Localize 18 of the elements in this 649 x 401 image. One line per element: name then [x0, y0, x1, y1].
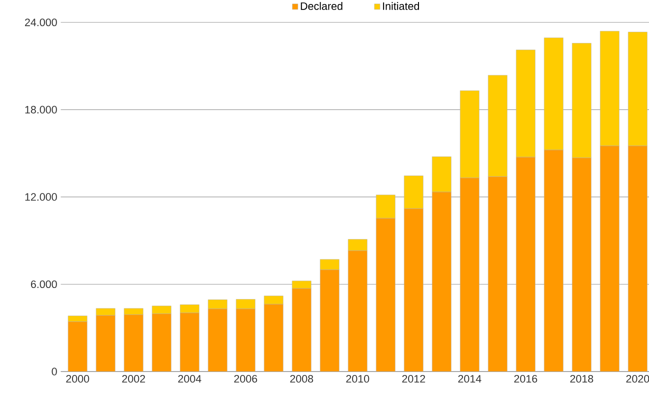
- y-tick-label: 12.000: [25, 193, 57, 201]
- x-tick-label: 2014: [458, 375, 482, 383]
- x-tick-label: 2000: [66, 375, 90, 383]
- x-tick-label: 2006: [234, 375, 258, 383]
- x-tick-label: 2010: [346, 375, 370, 383]
- x-tick-label: 2004: [178, 375, 202, 383]
- y-tick-label: 24.000: [25, 18, 57, 26]
- x-tick-label: 2020: [626, 375, 649, 383]
- x-tick-label: 2018: [570, 375, 594, 383]
- x-tick-label: 2002: [122, 375, 146, 383]
- y-tick-label: 18.000: [25, 106, 57, 114]
- y-tick-label: 0: [52, 368, 57, 376]
- legend-label: Initiated: [383, 2, 420, 10]
- legend-label: Declared: [300, 2, 342, 10]
- y-tick-label: 6.000: [31, 280, 57, 288]
- x-tick-label: 2012: [402, 375, 426, 383]
- x-tick-label: 2008: [290, 375, 314, 383]
- x-tick-label: 2016: [514, 375, 538, 383]
